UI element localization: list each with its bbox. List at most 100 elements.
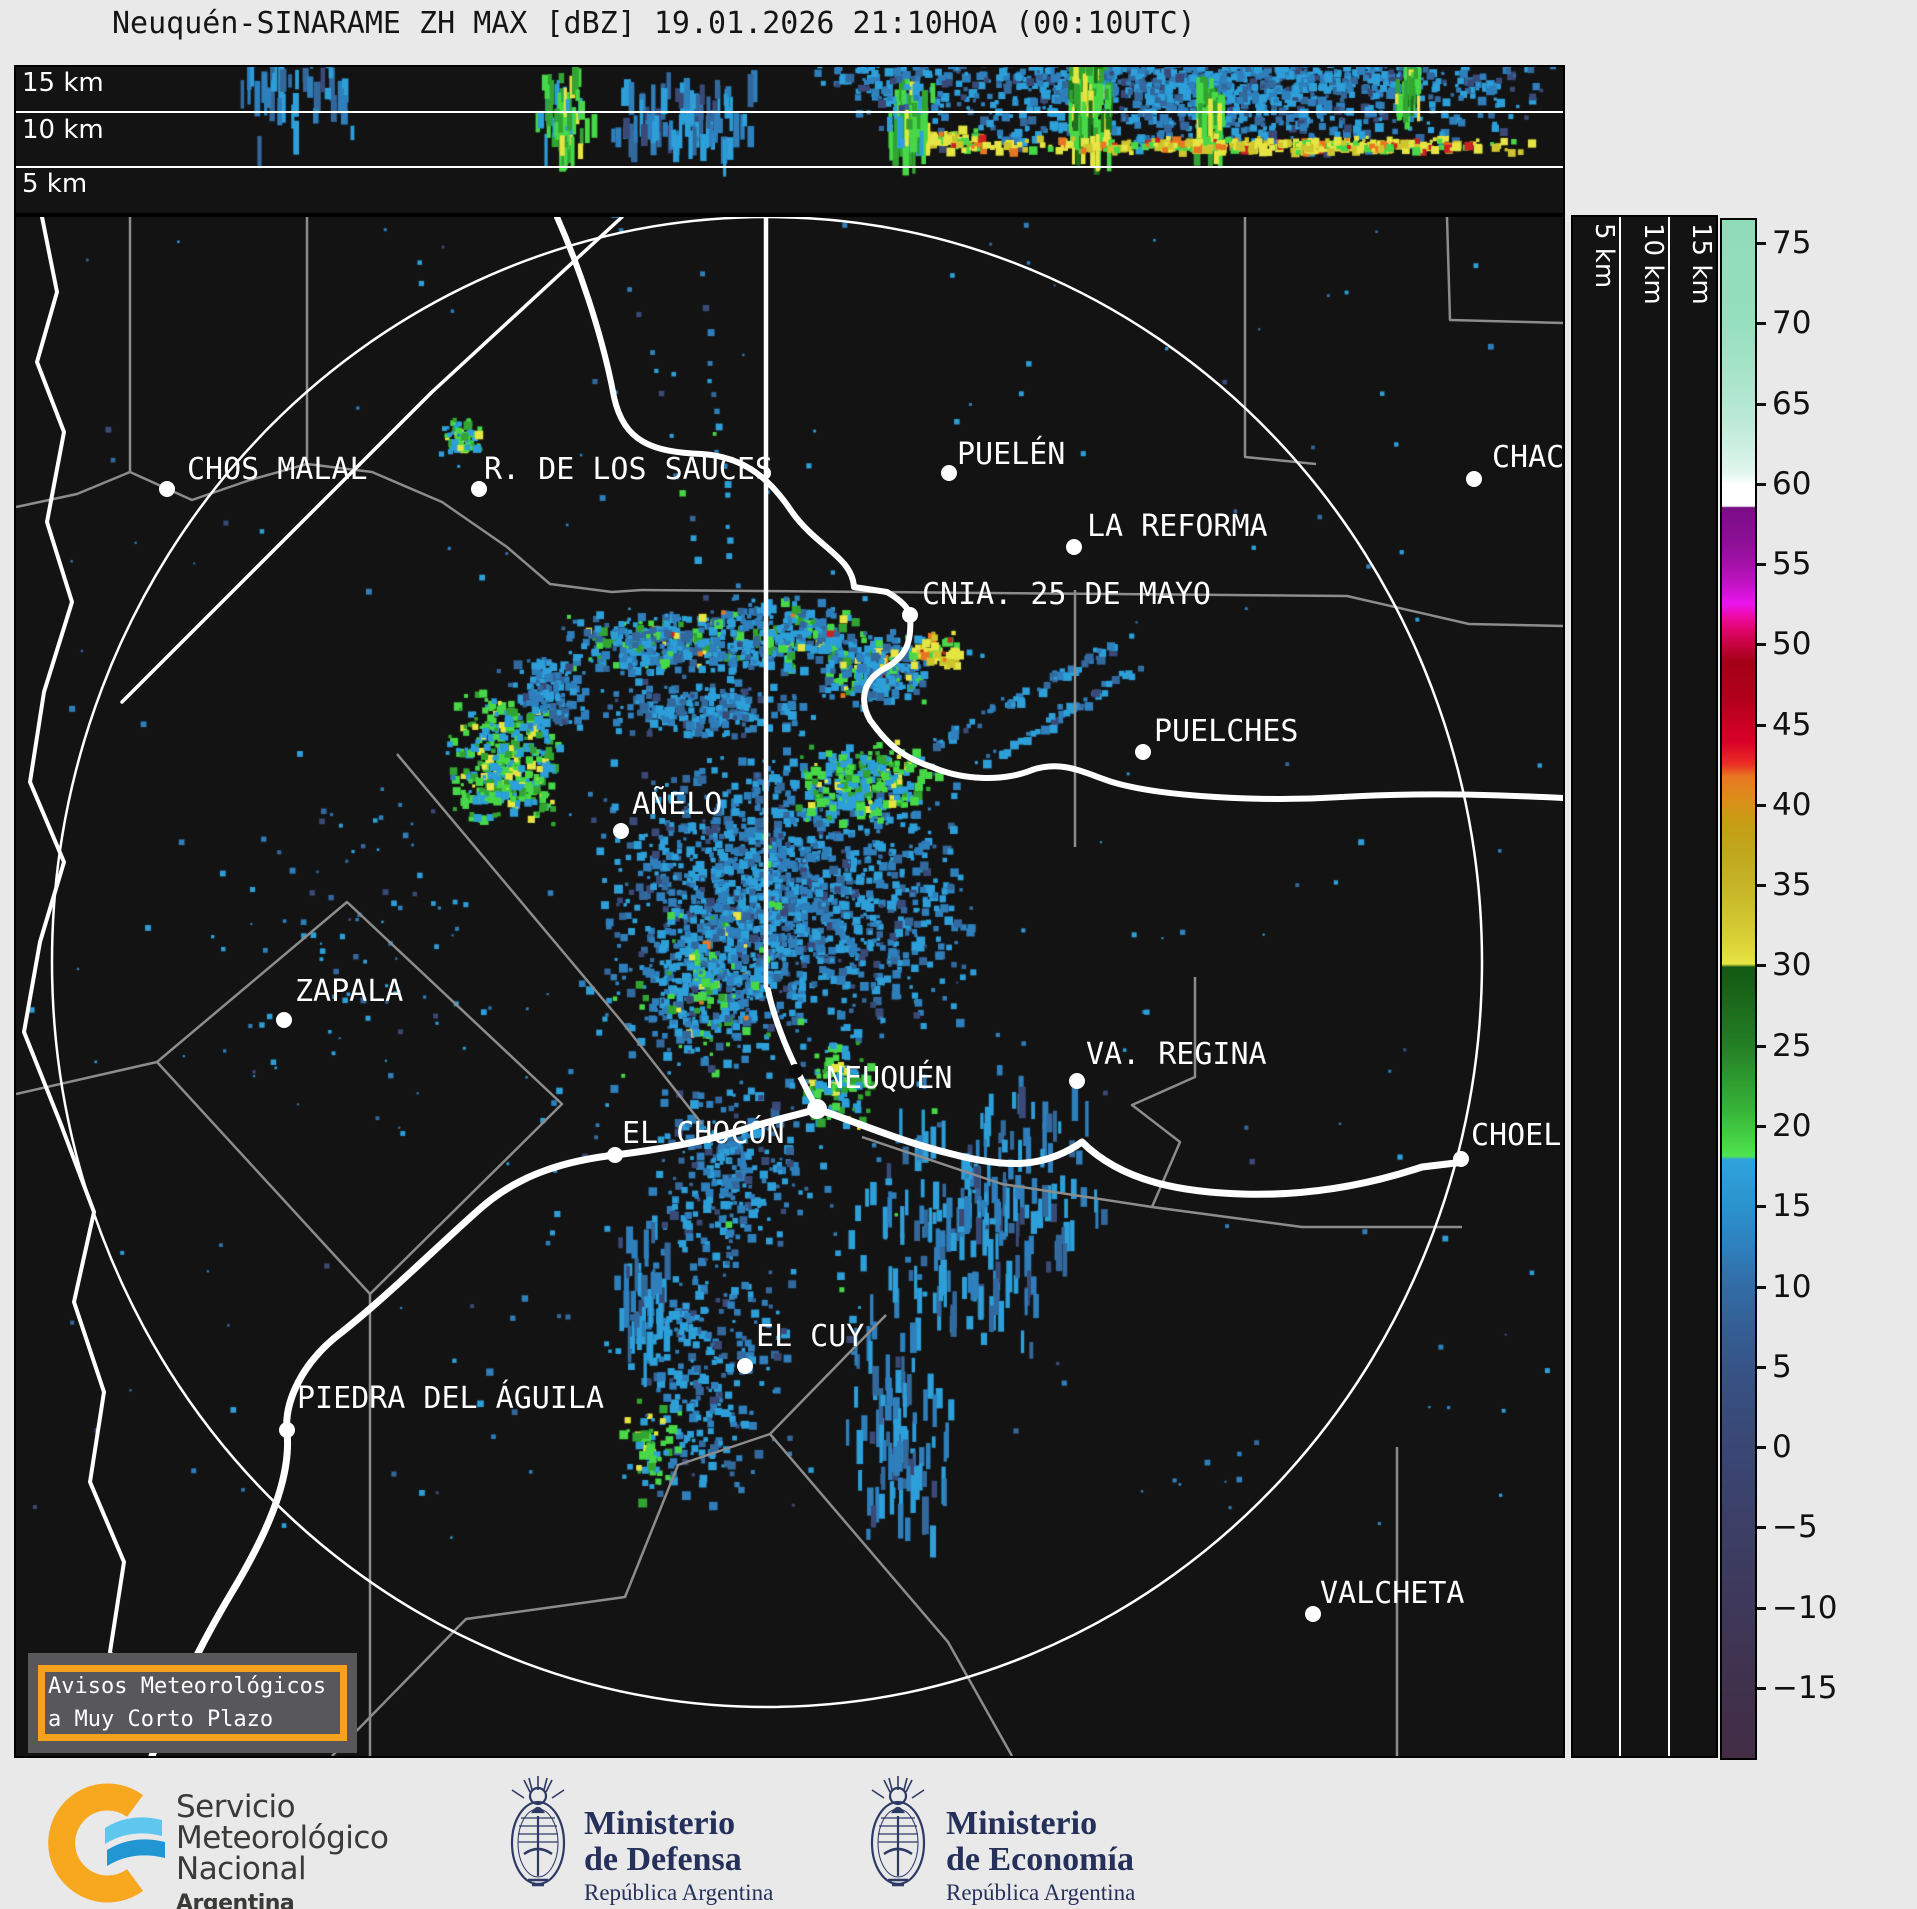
right-cross-section-panel: 5 km 10 km 15 km — [1571, 215, 1718, 1758]
alert-box-border — [38, 1665, 347, 1741]
colorbar-tick-label: 0 — [1772, 1429, 1792, 1466]
colorbar-tick — [1757, 1044, 1766, 1048]
radar-map-panel: CHOS MALAL R. DE LOS SAUCES PUELÉN CHACHARR… — [14, 215, 1565, 1758]
colorbar-tick-label: 50 — [1772, 626, 1812, 663]
city-label: VALCHETA — [1320, 1576, 1465, 1611]
colorbar-tick-label: 70 — [1772, 305, 1812, 342]
colorbar-tick-label: 10 — [1772, 1268, 1812, 1305]
colorbar-tick — [1757, 482, 1766, 486]
smn-logo-c-icon — [48, 1783, 143, 1903]
economia-line-1: Ministerio — [946, 1805, 1098, 1842]
colorbar-tick — [1757, 1124, 1766, 1128]
colorbar-tick — [1757, 803, 1766, 807]
city-dot — [941, 465, 957, 481]
colorbar-tick-label: −10 — [1772, 1589, 1838, 1626]
colorbar-tick — [1757, 1446, 1766, 1450]
city-label: EL CUY — [756, 1319, 865, 1354]
top-panel-label-15km: 15 km — [22, 68, 104, 98]
city-label: CNIA. 25 DE MAYO — [922, 577, 1211, 612]
alert-line-1: Avisos Meteorológicos — [48, 1674, 327, 1699]
rivers-and-borders — [22, 217, 1563, 1756]
city-dot — [902, 607, 918, 623]
colorbar-tick-label: −15 — [1772, 1669, 1838, 1706]
colorbar-tick — [1757, 322, 1766, 326]
city-label: PUELCHES — [1154, 714, 1299, 749]
colorbar-tick — [1757, 884, 1766, 888]
city-label: CHACHARRAMENDI — [1492, 440, 1565, 475]
rio-limay-negro — [148, 1105, 1468, 1756]
colorbar-tick-label: 35 — [1772, 867, 1812, 904]
city-label: R. DE LOS SAUCES — [484, 452, 773, 487]
defensa-line-3: República Argentina — [584, 1880, 774, 1905]
province-borders — [16, 217, 1563, 1756]
river-junction-dot — [807, 1099, 827, 1119]
city-dot — [159, 481, 175, 497]
colorbar-tick — [1757, 643, 1766, 647]
chile-border-line — [22, 217, 156, 1756]
colorbar-tick-label: 65 — [1772, 385, 1812, 422]
top-panel-label-10km: 10 km — [22, 115, 104, 145]
city-label: CHOS MALAL — [187, 452, 368, 487]
right-panel-10km-line — [1668, 217, 1670, 1756]
top-panel-label-5km: 5 km — [22, 169, 88, 199]
city-label: AÑELO — [632, 787, 723, 822]
dbz-colorbar — [1720, 218, 1757, 1760]
city-label: LA REFORMA — [1087, 509, 1268, 544]
city-label: PUELÉN — [957, 437, 1066, 472]
city-dot — [1135, 744, 1151, 760]
defensa-coat-of-arms-icon — [510, 1776, 566, 1887]
top-panel-5km-line — [16, 166, 1563, 168]
colorbar-tick-label: 20 — [1772, 1107, 1812, 1144]
colorbar-tick-label: 5 — [1772, 1348, 1792, 1385]
economia-line-3: República Argentina — [946, 1880, 1136, 1905]
colorbar-tick — [1757, 402, 1766, 406]
smn-wave-dark-icon — [107, 1839, 165, 1866]
smn-line-servicio: Servicio — [176, 1789, 296, 1825]
right-panel-echo-canvas — [1573, 217, 1716, 1756]
colorbar-tick — [1757, 964, 1766, 968]
smn-logo-text: Servicio Meteorológico Nacional Argentin… — [176, 1789, 389, 1909]
city-label: PIEDRA DEL ÁGUILA — [297, 1381, 605, 1416]
city-dot — [1453, 1151, 1469, 1167]
city-label: NEUQUÉN — [826, 1061, 953, 1096]
city-dot — [1466, 471, 1482, 487]
colorbar-tick-label: 60 — [1772, 465, 1812, 502]
smn-wave-light-icon — [105, 1817, 162, 1844]
smn-logo — [48, 1783, 165, 1903]
city-label: ZAPALA — [295, 974, 404, 1009]
colorbar-tick — [1757, 1686, 1766, 1690]
city-dot — [1069, 1073, 1085, 1089]
right-panel-5km-line — [1619, 217, 1621, 1756]
colorbar-tick — [1757, 1526, 1766, 1530]
alert-box-text: Avisos Meteorológicos a Muy Corto Plazo — [48, 1670, 326, 1736]
city-dot — [1305, 1606, 1321, 1622]
city-dot — [789, 1064, 803, 1078]
colorbar-tick-label: 25 — [1772, 1027, 1812, 1064]
colorbar-tick — [1757, 1365, 1766, 1369]
colorbar-tick-label: 40 — [1772, 786, 1812, 823]
city-dot — [613, 823, 629, 839]
page-title: Neuquén-SINARAME ZH MAX [dBZ] 19.01.2026… — [112, 6, 1196, 41]
defensa-line-2: de Defensa — [584, 1841, 742, 1878]
city-dot — [737, 1358, 753, 1374]
smn-line-nacional: Nacional — [176, 1851, 307, 1887]
colorbar-tick — [1757, 1606, 1766, 1610]
city-dot — [279, 1422, 295, 1438]
alert-line-2: a Muy Corto Plazo — [48, 1707, 274, 1732]
economia-coat-of-arms-icon — [870, 1774, 926, 1887]
smn-line-argentina: Argentina — [176, 1891, 295, 1909]
city-label: EL CHOCÓN — [622, 1116, 785, 1151]
colorbar-tick — [1757, 1205, 1766, 1209]
colorbar-tick — [1757, 563, 1766, 567]
top-panel-echo-canvas — [16, 67, 1563, 213]
city-dot — [1066, 539, 1082, 555]
range-ring — [50, 217, 1484, 1709]
economia-line-2: de Economía — [946, 1841, 1134, 1878]
colorbar-tick-label: 15 — [1772, 1188, 1812, 1225]
colorbar-tick-label: 45 — [1772, 706, 1812, 743]
colorbar-tick-label: −5 — [1772, 1509, 1818, 1546]
top-panel-10km-line — [16, 111, 1563, 113]
